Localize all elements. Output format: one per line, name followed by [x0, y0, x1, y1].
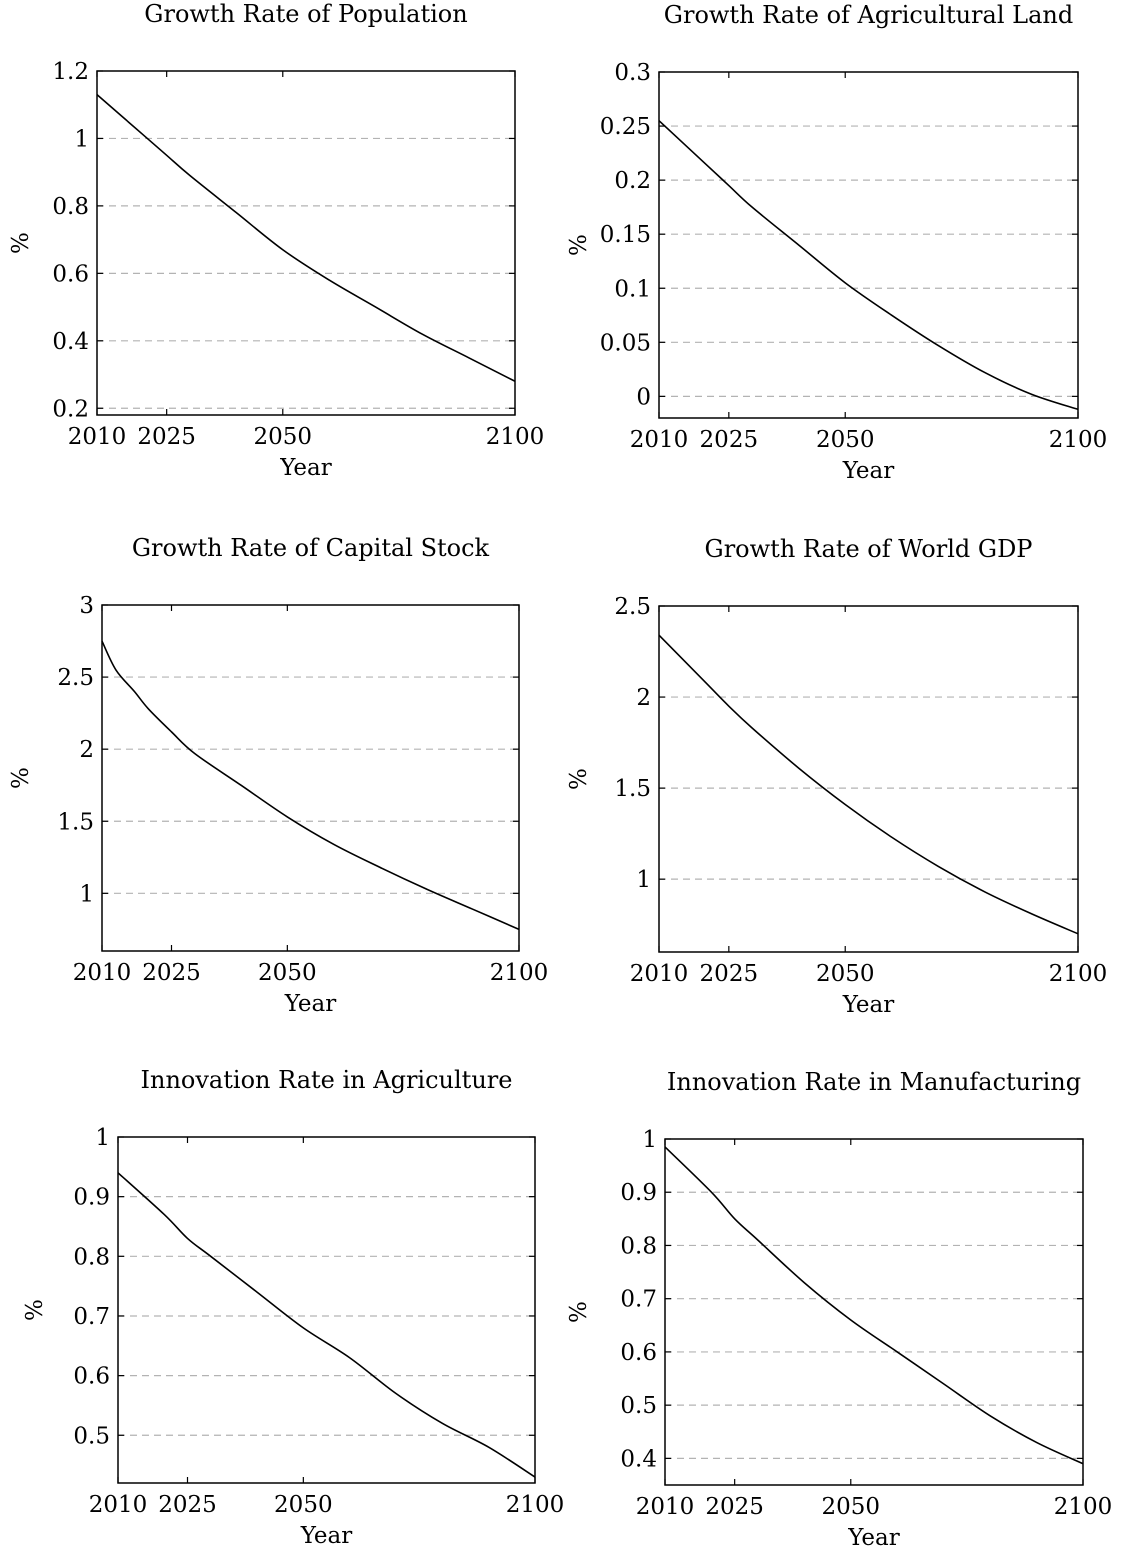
y-tick-label: 0.8: [73, 1244, 110, 1270]
y-tick-label: 1: [636, 867, 651, 893]
x-tick-label: 2100: [490, 960, 549, 986]
x-tick-label: 2050: [822, 1494, 881, 1520]
plot-frame: [117, 1136, 536, 1484]
series-line: [117, 1172, 536, 1478]
chart-title: Growth Rate of Capital Stock: [132, 534, 490, 562]
y-tick-label: 0.8: [620, 1233, 657, 1259]
chart-growth-rate-of-world-gdp: Growth Rate of World GDP 1 1.5 2 2.5 2010 2025…: [566, 535, 1107, 1018]
y-tick-label: 0.9: [620, 1180, 657, 1206]
plot-frame: [658, 605, 1079, 953]
y-tick-label: 1: [79, 881, 94, 907]
chart-innovation-rate-in-agriculture: Innovation Rate in Agriculture 0.5 0.6 0.7 0…: [22, 1066, 564, 1549]
series-line: [664, 1146, 1084, 1465]
y-axis-label: %: [22, 1299, 48, 1321]
x-axis-label: Year: [842, 992, 895, 1018]
x-tick-label: 2050: [274, 1492, 333, 1518]
y-tick-label: 0.6: [73, 1364, 110, 1390]
y-tick-label: 0.4: [52, 329, 89, 355]
y-tick-label: 0.05: [600, 330, 651, 356]
plot-frame: [658, 71, 1079, 419]
chart-title: Growth Rate of Agricultural Land: [664, 1, 1073, 29]
y-axis-label: %: [566, 234, 592, 256]
chart-growth-rate-of-capital-stock: Growth Rate of Capital Stock 1 1.5 2 2.5 3 201…: [8, 534, 548, 1017]
y-tick-label: 0: [636, 384, 651, 410]
x-tick-label: 2050: [254, 424, 313, 450]
y-tick-label: 0.8: [52, 194, 89, 220]
y-tick-label: 0.7: [620, 1287, 657, 1313]
x-tick-label: 2100: [486, 424, 545, 450]
y-tick-label: 0.3: [614, 60, 651, 86]
x-tick-label: 2010: [73, 960, 132, 986]
x-tick-label: 2050: [816, 427, 875, 453]
x-axis-label: Year: [284, 991, 337, 1017]
y-tick-label: 0.25: [600, 114, 651, 140]
x-tick-label: 2100: [1054, 1494, 1113, 1520]
chart-title: Growth Rate of World GDP: [705, 535, 1033, 563]
chart-title: Innovation Rate in Agriculture: [141, 1066, 513, 1094]
y-axis-label: %: [566, 1301, 592, 1323]
y-tick-label: 2: [79, 737, 94, 763]
y-axis-label: %: [566, 768, 592, 790]
x-tick-label: 2025: [700, 427, 759, 453]
x-tick-label: 2010: [630, 961, 689, 987]
x-tick-label: 2010: [636, 1494, 695, 1520]
y-tick-label: 2.5: [57, 665, 94, 691]
x-tick-label: 2025: [142, 960, 201, 986]
chart-title: Growth Rate of Population: [144, 0, 467, 28]
x-tick-label: 2010: [630, 427, 689, 453]
x-axis-label: Year: [847, 1525, 900, 1551]
x-tick-label: 2010: [89, 1492, 148, 1518]
x-axis-label: Year: [300, 1523, 353, 1549]
y-tick-label: 1.5: [57, 809, 94, 835]
y-tick-label: 2.5: [614, 594, 651, 620]
x-tick-label: 2025: [158, 1492, 217, 1518]
y-tick-label: 1: [74, 126, 89, 152]
y-tick-label: 0.2: [52, 396, 89, 422]
y-axis-label: %: [8, 232, 34, 254]
x-tick-label: 2025: [137, 424, 196, 450]
plot-frame: [96, 70, 516, 416]
y-tick-label: 2: [636, 685, 651, 711]
series-line: [658, 634, 1079, 935]
x-tick-label: 2025: [705, 1494, 764, 1520]
chart-growth-rate-of-population: Growth Rate of Population 0.2 0.4 0.6 0.8 1 1.…: [8, 0, 544, 481]
y-tick-label: 1: [642, 1127, 657, 1153]
x-axis-label: Year: [279, 455, 332, 481]
chart-growth-rate-of-agricultural-land: Growth Rate of Agricultural Land 0 0.05 0.1…: [566, 1, 1107, 484]
y-tick-label: 0.6: [620, 1340, 657, 1366]
y-tick-label: 0.1: [614, 276, 651, 302]
y-tick-label: 0.2: [614, 168, 651, 194]
x-tick-label: 2050: [816, 961, 875, 987]
x-axis-label: Year: [842, 458, 895, 484]
plot-frame: [101, 604, 520, 952]
chart-innovation-rate-in-manufacturing: Innovation Rate in Manufacturing 0.4 0.5 0.…: [566, 1068, 1112, 1551]
x-tick-label: 2100: [1049, 961, 1108, 987]
y-tick-label: 0.5: [73, 1423, 110, 1449]
y-tick-label: 0.7: [73, 1304, 110, 1330]
y-tick-label: 0.5: [620, 1393, 657, 1419]
y-tick-label: 0.6: [52, 261, 89, 287]
chart-title: Innovation Rate in Manufacturing: [667, 1068, 1081, 1096]
x-tick-label: 2100: [506, 1492, 565, 1518]
y-tick-label: 0.9: [73, 1185, 110, 1211]
y-tick-label: 0.4: [620, 1446, 657, 1472]
series-line: [96, 94, 516, 382]
x-tick-label: 2100: [1049, 427, 1108, 453]
x-tick-label: 2025: [700, 961, 759, 987]
series-line: [658, 120, 1079, 411]
y-tick-label: 0.15: [600, 222, 651, 248]
plot-frame: [664, 1138, 1084, 1486]
x-tick-label: 2050: [258, 960, 317, 986]
series-line: [101, 640, 520, 931]
y-tick-label: 3: [79, 593, 94, 619]
y-tick-label: 1.2: [52, 59, 89, 85]
x-tick-label: 2010: [68, 424, 127, 450]
y-tick-label: 1: [95, 1125, 110, 1151]
y-tick-label: 1.5: [614, 776, 651, 802]
y-axis-label: %: [8, 767, 34, 789]
